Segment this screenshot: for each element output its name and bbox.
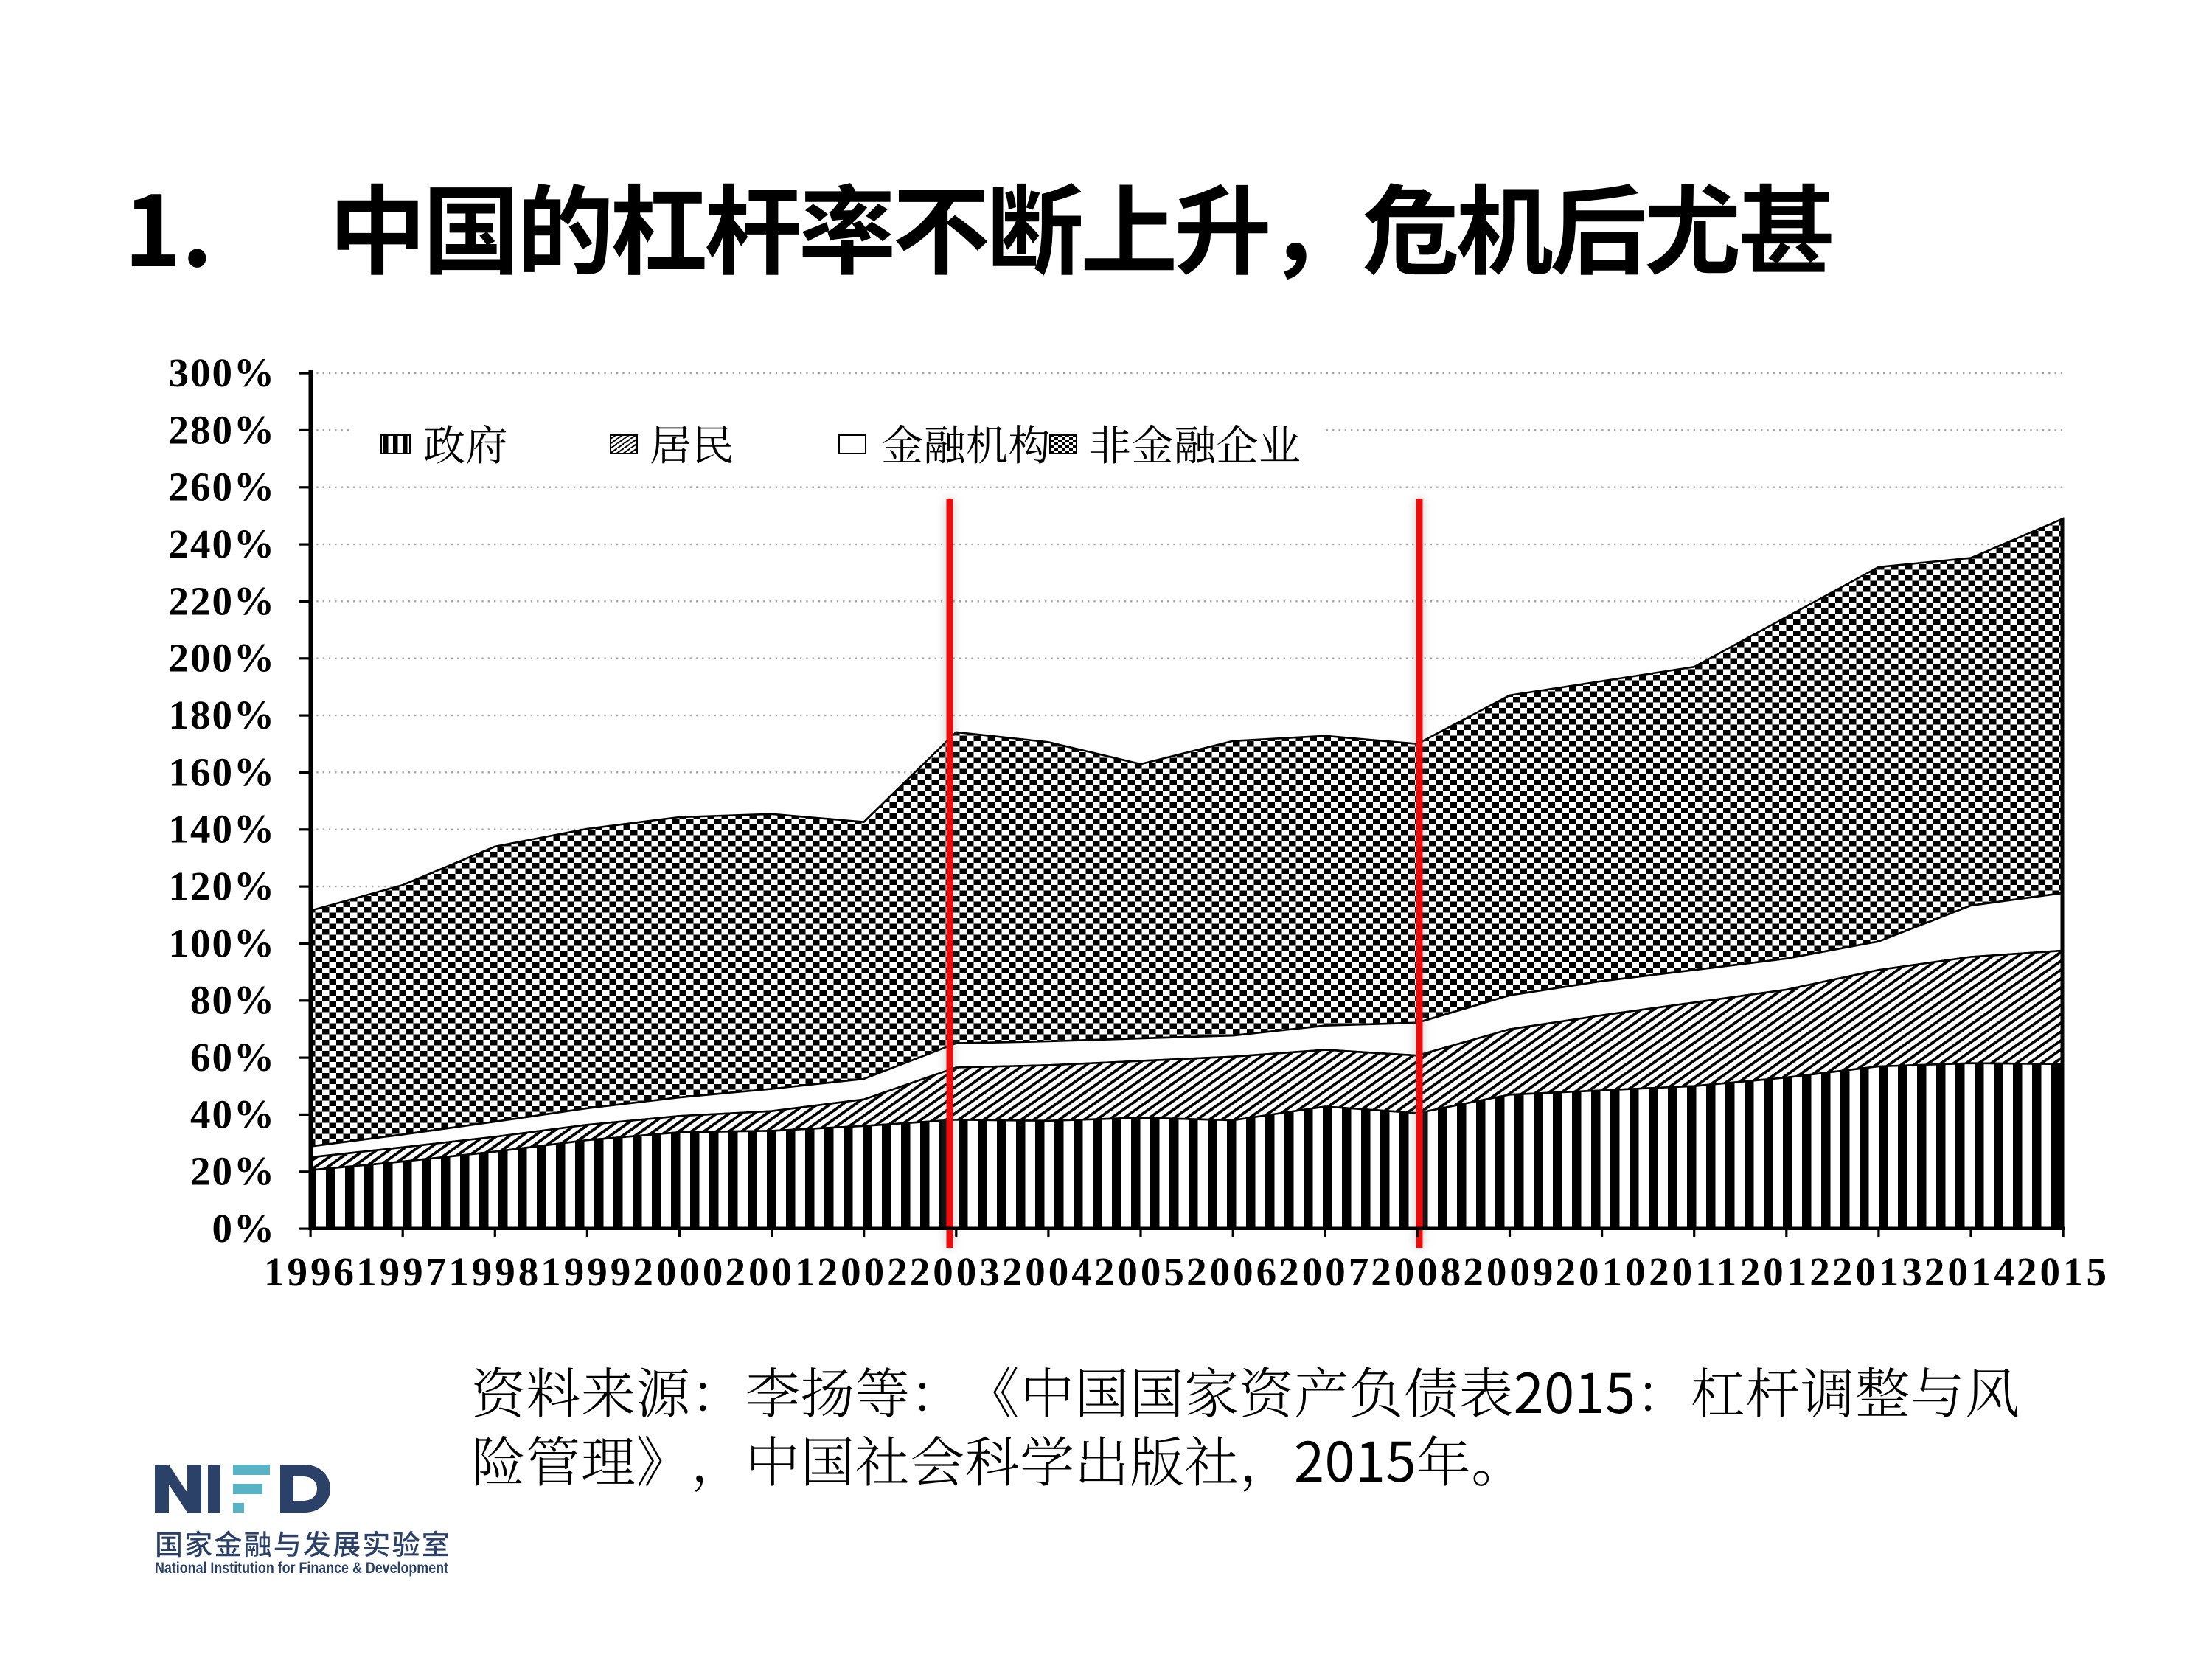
svg-text:60%: 60% xyxy=(190,1035,276,1080)
svg-text:120%: 120% xyxy=(169,864,276,909)
svg-text:2012: 2012 xyxy=(1740,1249,1833,1294)
svg-text:200%: 200% xyxy=(169,636,276,681)
svg-text:220%: 220% xyxy=(169,578,276,623)
svg-text:2014: 2014 xyxy=(1924,1249,2017,1294)
svg-text:2001: 2001 xyxy=(726,1249,818,1294)
svg-text:2015: 2015 xyxy=(2017,1249,2110,1294)
svg-text:300%: 300% xyxy=(169,350,276,395)
svg-text:1999: 1999 xyxy=(540,1249,633,1294)
svg-text:2010: 2010 xyxy=(1556,1249,1649,1294)
svg-text:180%: 180% xyxy=(169,692,276,737)
svg-text:140%: 140% xyxy=(169,807,276,852)
svg-text:2011: 2011 xyxy=(1649,1249,1739,1294)
svg-text:2000: 2000 xyxy=(633,1249,726,1294)
svg-text:260%: 260% xyxy=(169,465,276,510)
svg-text:240%: 240% xyxy=(169,521,276,566)
svg-text:2002: 2002 xyxy=(818,1249,911,1294)
svg-text:0%: 0% xyxy=(212,1206,276,1251)
svg-text:1996: 1996 xyxy=(264,1249,357,1294)
svg-text:2003: 2003 xyxy=(910,1249,1003,1294)
svg-text:2008: 2008 xyxy=(1371,1249,1464,1294)
svg-text:National Institution for Finan: National Institution for Finance & Devel… xyxy=(155,1560,448,1577)
svg-text:20%: 20% xyxy=(190,1149,276,1194)
svg-text:2007: 2007 xyxy=(1279,1249,1371,1294)
svg-text:1997: 1997 xyxy=(356,1249,449,1294)
svg-text:2009: 2009 xyxy=(1463,1249,1556,1294)
svg-text:100%: 100% xyxy=(169,920,276,965)
svg-text:280%: 280% xyxy=(169,407,276,452)
svg-text:2004: 2004 xyxy=(1002,1249,1095,1294)
svg-text:2013: 2013 xyxy=(1832,1249,1925,1294)
svg-text:160%: 160% xyxy=(169,749,276,794)
svg-text:2006: 2006 xyxy=(1186,1249,1279,1294)
svg-text:1998: 1998 xyxy=(448,1249,541,1294)
svg-text:80%: 80% xyxy=(190,978,276,1023)
svg-text:2005: 2005 xyxy=(1094,1249,1187,1294)
svg-text:40%: 40% xyxy=(190,1091,276,1136)
